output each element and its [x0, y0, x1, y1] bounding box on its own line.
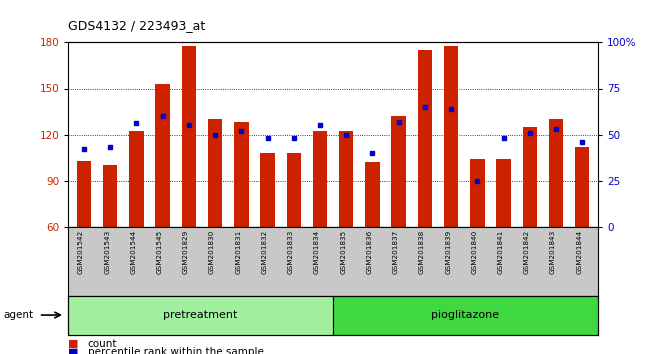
Bar	[523, 127, 537, 227]
Text: pioglitazone: pioglitazone	[432, 310, 500, 320]
Text: GSM201835: GSM201835	[340, 230, 346, 274]
Bar	[549, 119, 564, 227]
Text: GSM201841: GSM201841	[498, 230, 504, 274]
Text: GSM201837: GSM201837	[393, 230, 398, 274]
Text: agent: agent	[3, 310, 33, 320]
Text: GDS4132 / 223493_at: GDS4132 / 223493_at	[68, 19, 205, 32]
Text: GSM201544: GSM201544	[131, 230, 136, 274]
Bar	[365, 162, 380, 227]
Text: GSM201840: GSM201840	[471, 230, 477, 274]
Bar	[418, 50, 432, 227]
Bar	[234, 122, 248, 227]
Text: GSM201844: GSM201844	[577, 230, 582, 274]
Text: GSM201832: GSM201832	[261, 230, 268, 274]
Text: GSM201545: GSM201545	[157, 230, 162, 274]
Text: ■: ■	[68, 339, 79, 349]
Bar	[129, 131, 144, 227]
Bar	[287, 153, 301, 227]
Bar	[391, 116, 406, 227]
Text: GSM201836: GSM201836	[367, 230, 372, 274]
Bar	[181, 46, 196, 227]
Bar	[68, 296, 333, 335]
Text: GSM201834: GSM201834	[314, 230, 320, 274]
Text: GSM201839: GSM201839	[445, 230, 451, 274]
Text: percentile rank within the sample: percentile rank within the sample	[88, 347, 264, 354]
Text: count: count	[88, 339, 117, 349]
Text: GSM201830: GSM201830	[209, 230, 215, 274]
Text: pretreatment: pretreatment	[164, 310, 238, 320]
Bar	[103, 165, 118, 227]
Text: GSM201842: GSM201842	[524, 230, 530, 274]
Text: ■: ■	[68, 347, 79, 354]
Bar	[333, 296, 598, 335]
Text: GSM201843: GSM201843	[550, 230, 556, 274]
Text: GSM201831: GSM201831	[235, 230, 241, 274]
Text: GSM201838: GSM201838	[419, 230, 425, 274]
Text: GSM201543: GSM201543	[104, 230, 110, 274]
Bar	[497, 159, 511, 227]
Bar	[77, 161, 91, 227]
Bar	[470, 159, 485, 227]
Text: GSM201542: GSM201542	[78, 230, 84, 274]
Bar	[339, 131, 354, 227]
Bar	[261, 153, 275, 227]
Text: GSM201833: GSM201833	[288, 230, 294, 274]
Bar	[444, 46, 458, 227]
Bar	[313, 131, 327, 227]
Bar	[208, 119, 222, 227]
Text: GSM201829: GSM201829	[183, 230, 189, 274]
Bar	[155, 84, 170, 227]
Bar	[575, 147, 590, 227]
